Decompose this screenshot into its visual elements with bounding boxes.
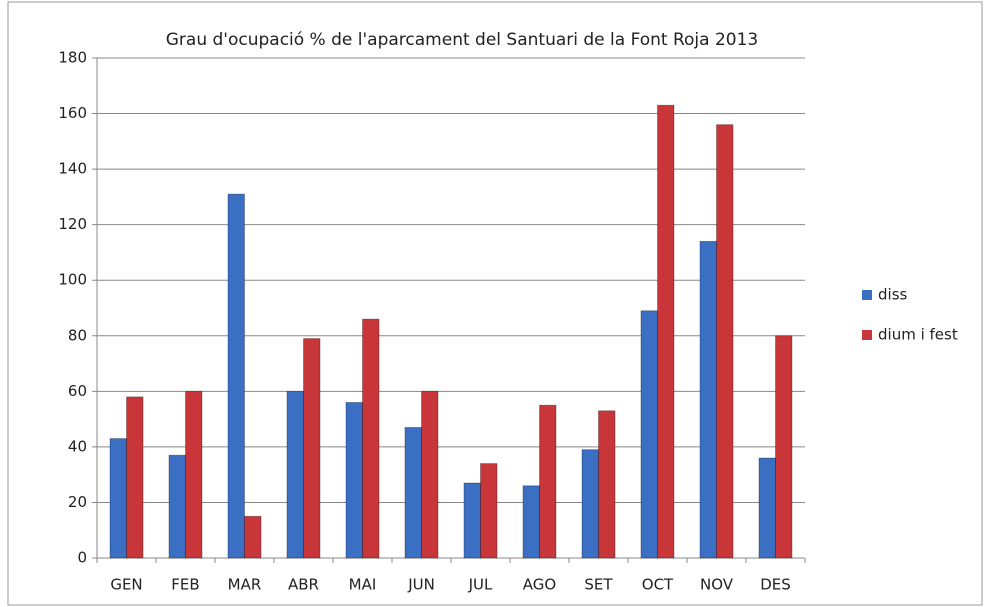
bar bbox=[657, 104, 675, 559]
bar bbox=[286, 390, 304, 559]
bar bbox=[345, 402, 363, 559]
y-tick-label: 160 bbox=[58, 104, 87, 122]
y-tick-label: 100 bbox=[58, 271, 87, 289]
bar bbox=[109, 438, 127, 559]
x-tick-label: MAR bbox=[228, 576, 262, 594]
bar bbox=[362, 318, 380, 559]
x-tick-label: JUL bbox=[468, 576, 493, 594]
bar bbox=[640, 310, 658, 559]
bar bbox=[227, 193, 245, 559]
legend-swatch bbox=[862, 290, 872, 300]
bar bbox=[168, 454, 186, 559]
bar bbox=[303, 338, 321, 559]
x-tick-label: ABR bbox=[288, 576, 319, 594]
bar bbox=[581, 449, 599, 559]
x-tick-label: DES bbox=[760, 576, 791, 594]
chart-title: Grau d'ocupació % de l'aparcament del Sa… bbox=[166, 30, 759, 50]
x-tick-label: SET bbox=[584, 576, 613, 594]
bar bbox=[421, 390, 439, 559]
x-tick-label: AGO bbox=[523, 576, 556, 594]
y-tick-label: 20 bbox=[68, 493, 87, 511]
bar bbox=[758, 457, 776, 559]
x-tick-label: GEN bbox=[110, 576, 142, 594]
bar bbox=[716, 124, 734, 559]
legend-swatch bbox=[862, 330, 872, 340]
x-tick-label: MAI bbox=[349, 576, 377, 594]
y-tick-label: 40 bbox=[68, 437, 87, 455]
bar bbox=[126, 396, 144, 559]
x-tick-label: OCT bbox=[642, 576, 674, 594]
y-tick-label: 180 bbox=[58, 49, 87, 67]
bar bbox=[775, 335, 793, 559]
bar bbox=[699, 240, 717, 559]
y-tick-label: 80 bbox=[68, 326, 87, 344]
bar bbox=[185, 390, 203, 559]
bar bbox=[463, 482, 481, 559]
x-tick-label: NOV bbox=[700, 576, 734, 594]
y-tick-label: 140 bbox=[58, 160, 87, 178]
x-tick-label: JUN bbox=[407, 576, 435, 594]
y-tick-label: 0 bbox=[77, 549, 87, 567]
bar bbox=[522, 485, 540, 559]
bar bbox=[598, 410, 616, 559]
bar bbox=[404, 427, 422, 559]
legend-label: dium i fest bbox=[878, 326, 958, 344]
legend-label: diss bbox=[878, 286, 908, 304]
bar bbox=[244, 515, 262, 559]
y-tick-label: 120 bbox=[58, 215, 87, 233]
y-tick-label: 60 bbox=[68, 382, 87, 400]
x-tick-label: FEB bbox=[171, 576, 199, 594]
bar bbox=[480, 463, 498, 559]
bar bbox=[539, 404, 557, 559]
